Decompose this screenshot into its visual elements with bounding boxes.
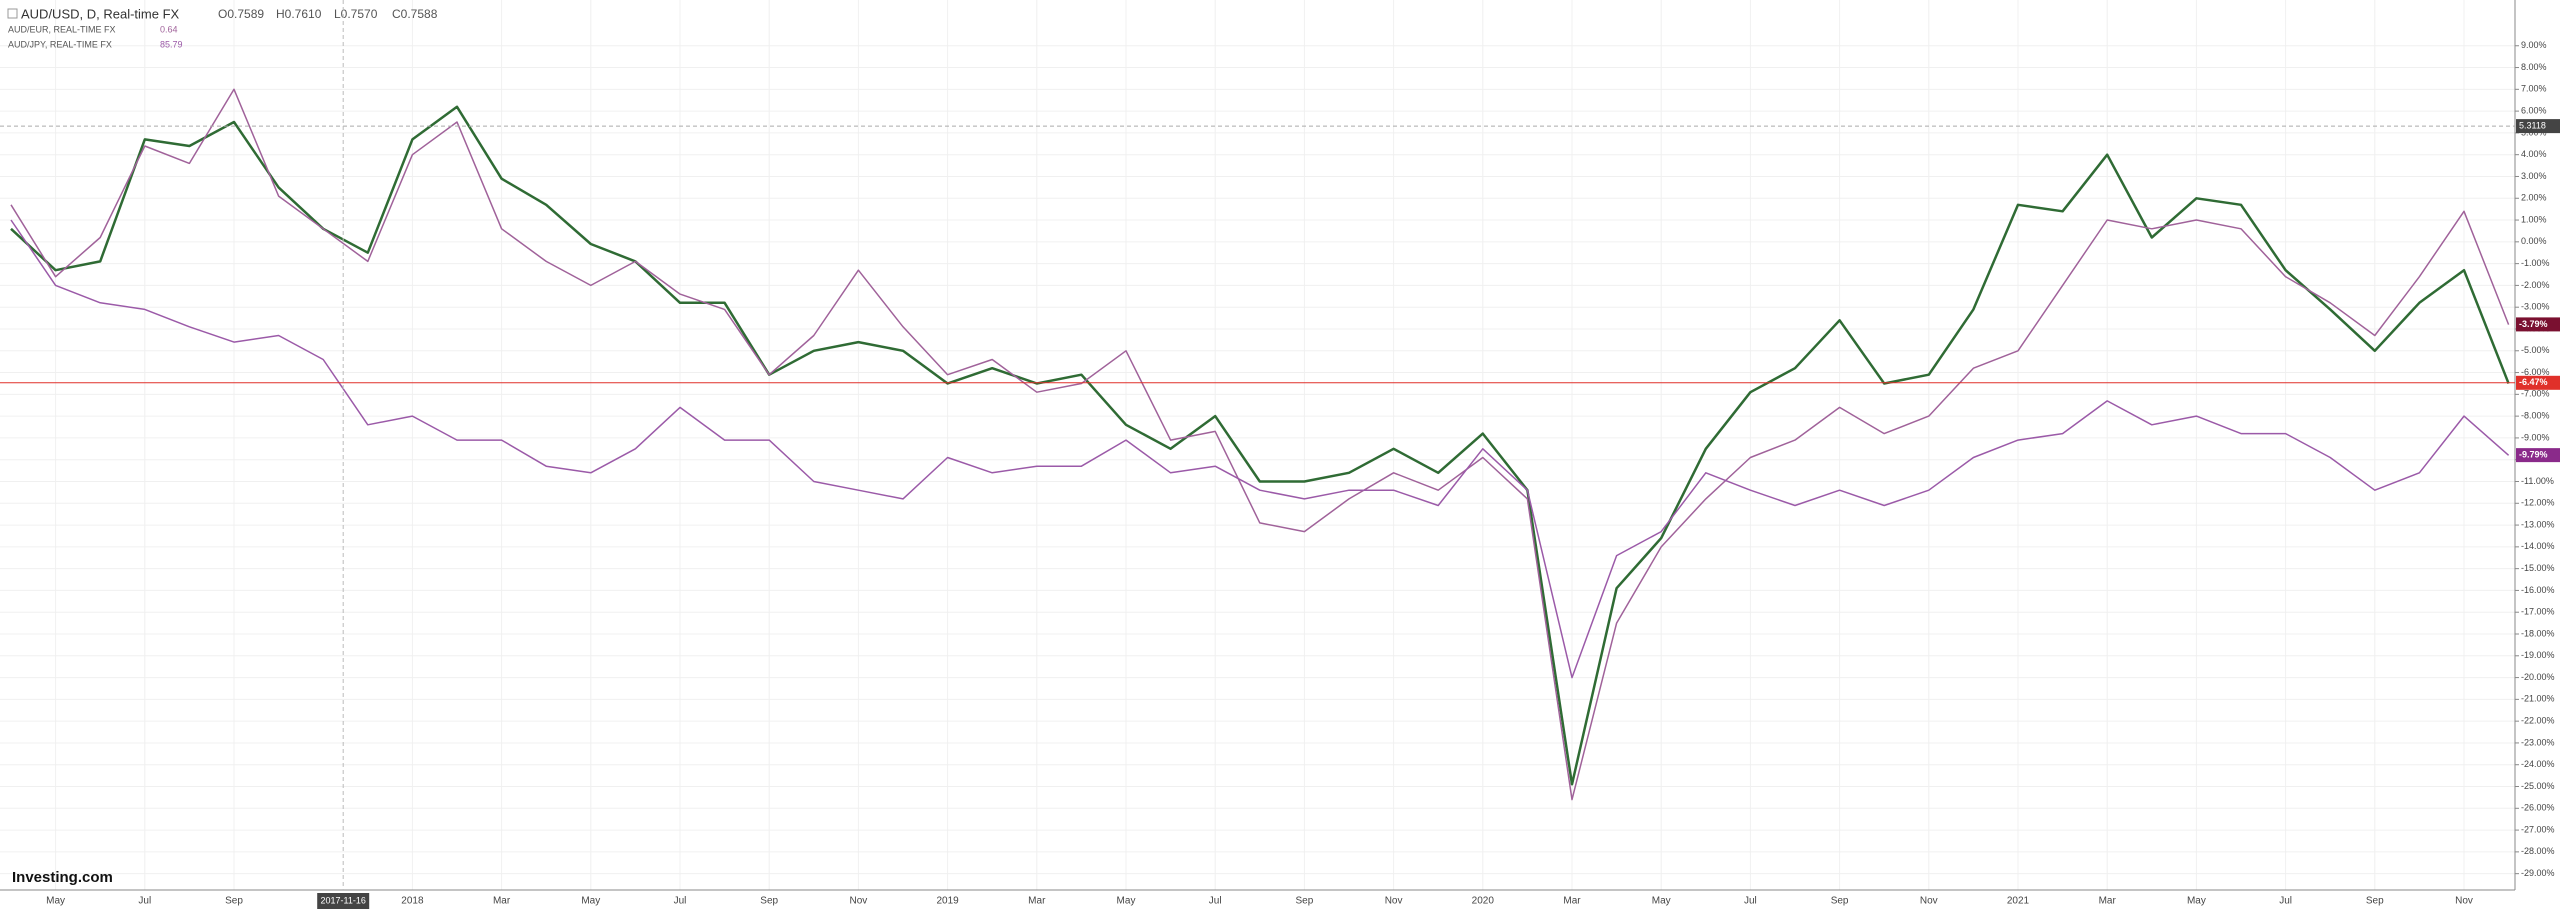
crosshair-date-box: [317, 893, 370, 909]
x-tick-label: Nov: [850, 896, 868, 907]
y-tick-label: -27.00%: [2521, 824, 2555, 834]
x-tick-label: Jul: [138, 896, 151, 907]
y-tick-label: -25.00%: [2521, 781, 2555, 791]
ohlc-value: L0.7570: [334, 7, 378, 21]
x-tick-label: Jul: [674, 896, 687, 907]
x-tick-label: 2019: [936, 896, 959, 907]
x-tick-label: May: [2187, 896, 2206, 907]
collapse-icon[interactable]: [7, 8, 18, 19]
price-label: -3.79%: [2519, 319, 2548, 329]
x-tick-label: 2021: [2007, 896, 2030, 907]
y-tick-label: 6.00%: [2521, 105, 2547, 115]
x-tick-label: May: [1652, 896, 1671, 907]
x-tick-label: Mar: [1028, 896, 1046, 907]
logo: Investing.com: [12, 869, 113, 886]
y-tick-label: -19.00%: [2521, 650, 2555, 660]
y-tick-label: -17.00%: [2521, 607, 2555, 617]
legend-label: AUD/EUR, REAL-TIME FX: [8, 24, 116, 34]
price-label-box: [2516, 448, 2560, 463]
plot: [10, 88, 2510, 801]
legend-value: 0.64: [160, 24, 178, 34]
x-tick-label: Mar: [1563, 896, 1581, 907]
y-tick-label: -11.00%: [2521, 476, 2554, 486]
y-tick-label: -13.00%: [2521, 519, 2555, 529]
x-tick-label: 2020: [1472, 896, 1495, 907]
x-tick-label: 2018: [401, 896, 424, 907]
y-tick-label: 1.00%: [2521, 214, 2547, 224]
price-label: -6.47%: [2519, 377, 2548, 387]
x-tick-label: Nov: [2455, 896, 2473, 907]
y-tick-label: -2.00%: [2521, 280, 2550, 290]
price-label-box: [2516, 317, 2560, 332]
y-tick-label: -8.00%: [2521, 411, 2550, 421]
y-tick-label: -12.00%: [2521, 498, 2555, 508]
y-tick-label: 7.00%: [2521, 84, 2547, 94]
y-tick-label: -28.00%: [2521, 846, 2555, 856]
y-tick-label: -24.00%: [2521, 759, 2555, 769]
ohlc-value: H0.7610: [276, 7, 322, 21]
series-line: [10, 88, 2510, 801]
x-tick-label: Jul: [1209, 896, 1222, 907]
y-tick-label: 4.00%: [2521, 149, 2547, 159]
series-line: [10, 219, 2510, 679]
y-tick-label: -26.00%: [2521, 803, 2555, 813]
y-tick-label: -1.00%: [2521, 258, 2550, 268]
x-tick-label: Sep: [760, 896, 778, 907]
crosshair-value: 5.3118: [2519, 120, 2546, 130]
y-tick-label: -22.00%: [2521, 716, 2555, 726]
x-tick-label: Nov: [1920, 896, 1938, 907]
x-tick-label: Mar: [493, 896, 511, 907]
x-tick-label: May: [46, 896, 65, 907]
x-tick-label: May: [581, 896, 600, 907]
ohlc-value: C0.7588: [392, 7, 438, 21]
y-tick-label: -23.00%: [2521, 737, 2555, 747]
series-line: [10, 105, 2510, 786]
y-tick-label: -18.00%: [2521, 628, 2555, 638]
y-tick-label: 0.00%: [2521, 236, 2547, 246]
legend-label: AUD/JPY, REAL-TIME FX: [8, 39, 112, 49]
y-tick-label: -29.00%: [2521, 868, 2555, 878]
y-tick-label: -14.00%: [2521, 541, 2555, 551]
x-tick-label: Sep: [1296, 896, 1314, 907]
y-tick-label: -21.00%: [2521, 694, 2555, 704]
y-tick-label: -16.00%: [2521, 585, 2555, 595]
y-tick-label: -6.00%: [2521, 367, 2550, 377]
x-tick-label: Sep: [1831, 896, 1849, 907]
price-label: -9.79%: [2519, 450, 2548, 460]
ohlc-value: O0.7589: [218, 7, 264, 21]
grid: 9.00%8.00%7.00%6.00%5.00%4.00%3.00%2.00%…: [0, 0, 2555, 890]
x-tick-label: Sep: [225, 896, 243, 907]
y-tick-label: -3.00%: [2521, 302, 2550, 312]
y-tick-label: -20.00%: [2521, 672, 2555, 682]
x-tick-label: Jul: [2279, 896, 2292, 907]
legend-value: 85.79: [160, 39, 183, 49]
symbol: AUD/USD, D, Real-time FX: [21, 6, 180, 21]
crosshair-date: 2017-11-16: [321, 895, 366, 905]
y-tick-label: 3.00%: [2521, 171, 2547, 181]
y-tick-label: 2.00%: [2521, 193, 2547, 203]
y-tick-label: 8.00%: [2521, 62, 2547, 72]
x-tick-label: Nov: [1385, 896, 1403, 907]
y-tick-label: -9.00%: [2521, 432, 2550, 442]
y-tick-label: -5.00%: [2521, 345, 2550, 355]
x-tick-label: Sep: [2366, 896, 2384, 907]
y-tick-label: -7.00%: [2521, 389, 2550, 399]
x-tick-label: May: [1117, 896, 1136, 907]
y-tick-label: 9.00%: [2521, 40, 2547, 50]
y-tick-label: -15.00%: [2521, 563, 2555, 573]
x-tick-label: Mar: [2099, 896, 2117, 907]
price-label-box: [2516, 375, 2560, 390]
x-tick-label: Jul: [1744, 896, 1757, 907]
crosshair-value-box: [2516, 119, 2560, 134]
